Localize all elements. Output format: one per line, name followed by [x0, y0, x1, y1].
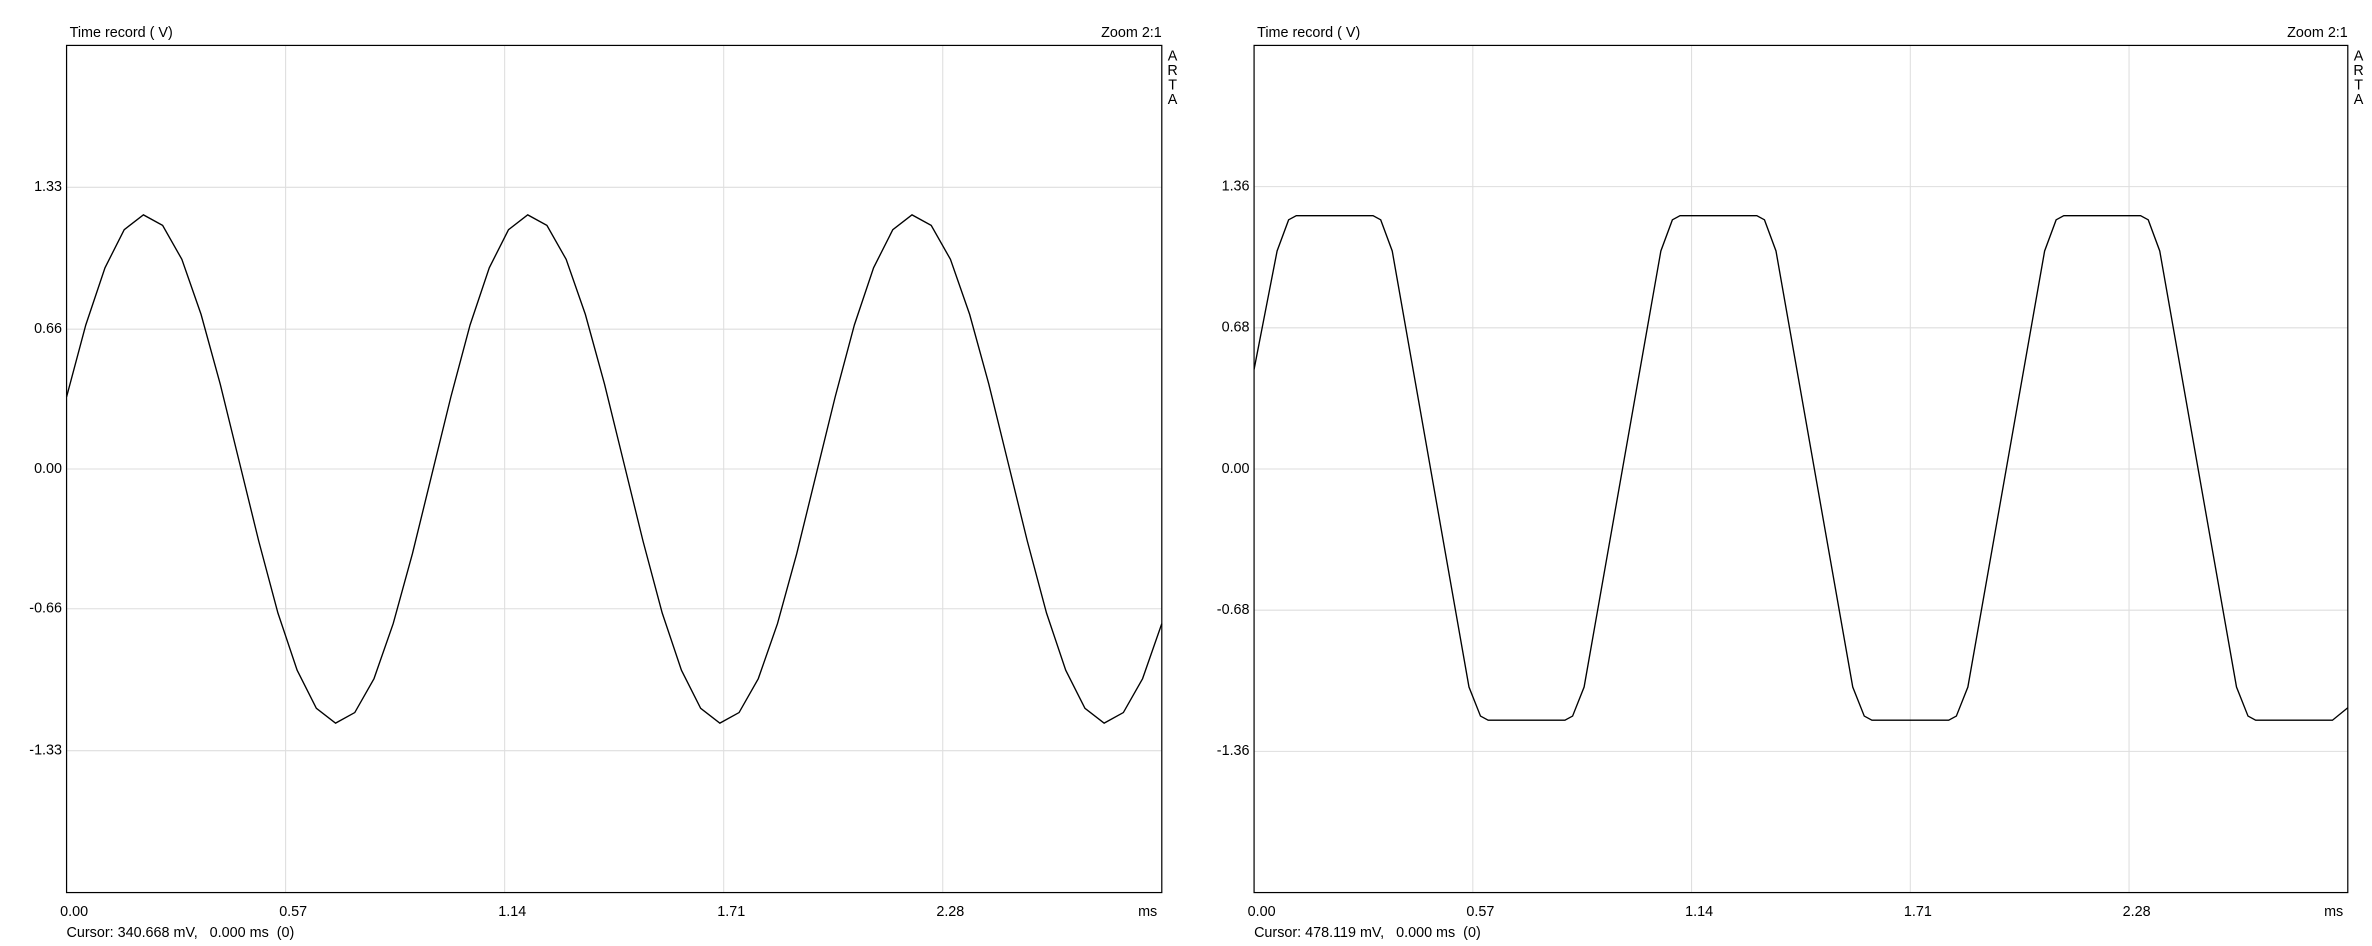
watermark: ARTA: [1165, 48, 1181, 106]
y-tick-label: 1.36: [1222, 178, 1250, 194]
x-axis-unit: ms: [1138, 904, 1157, 920]
signal-line: [1253, 214, 2349, 721]
y-tick-label: -1.36: [1217, 743, 1250, 759]
chart-title: Time record ( V): [70, 25, 173, 41]
x-tick-label: 0.57: [279, 904, 307, 920]
x-tick-label: 1.14: [498, 904, 526, 920]
chart-title: Time record ( V): [1257, 25, 1360, 41]
y-tick-label: 1.33: [34, 179, 62, 195]
watermark: ARTA: [2351, 48, 2367, 106]
y-tick-label: -0.66: [29, 601, 62, 617]
y-tick-label: -1.33: [29, 742, 62, 758]
y-tick-label: -0.68: [1217, 602, 1250, 618]
plot-frame: [1253, 44, 2349, 894]
signal-line: [65, 214, 1163, 724]
y-tick-label: 0.00: [1222, 461, 1250, 477]
x-tick-label: 2.28: [936, 904, 964, 920]
cursor-readout: Cursor: 340.668 mV, 0.000 ms (0): [67, 925, 295, 941]
y-tick-label: 0.66: [34, 321, 62, 337]
zoom-label: Zoom 2:1: [1101, 25, 1162, 41]
x-tick-label: 1.71: [1904, 904, 1932, 920]
x-tick-label: 0.00: [60, 904, 88, 920]
x-tick-label: 1.14: [1685, 904, 1713, 920]
x-tick-label: 1.71: [717, 904, 745, 920]
y-tick-label: 0.68: [1222, 320, 1250, 336]
x-tick-label: 0.57: [1466, 904, 1494, 920]
x-tick-label: 0.00: [1248, 904, 1276, 920]
cursor-readout: Cursor: 478.119 mV, 0.000 ms (0): [1254, 925, 1481, 941]
zoom-label: Zoom 2:1: [2287, 25, 2348, 41]
y-tick-label: 0.00: [34, 461, 62, 477]
plot-frame: [65, 44, 1163, 894]
x-tick-label: 2.28: [2123, 904, 2151, 920]
x-axis-unit: ms: [2324, 904, 2343, 920]
